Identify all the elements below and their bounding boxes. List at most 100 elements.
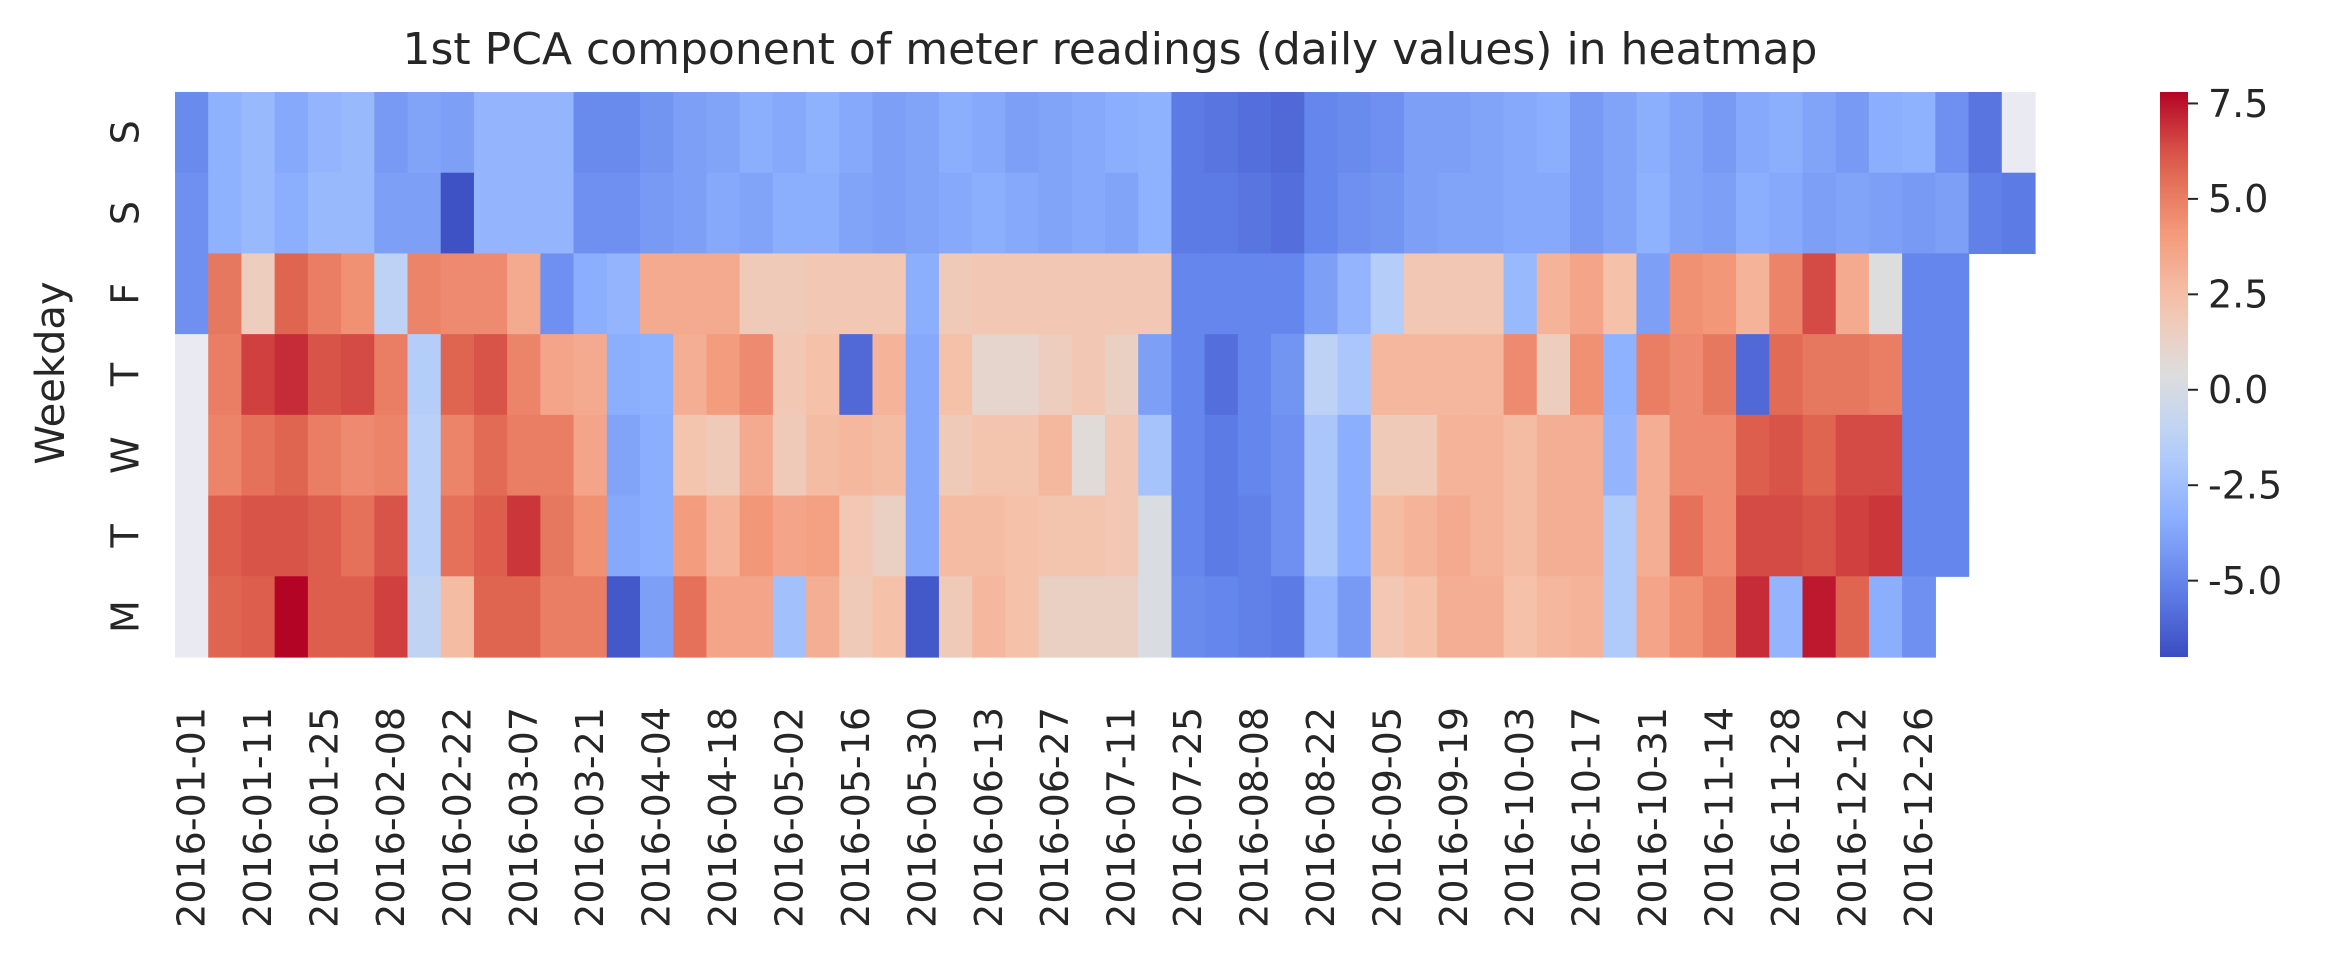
heatmap-cell: [573, 495, 608, 577]
heatmap-cell: [1304, 576, 1339, 658]
heatmap-cell: [175, 414, 209, 497]
heatmap-cell: [208, 92, 243, 174]
heatmap-cell: [1736, 495, 1770, 577]
heatmap-cell: [1071, 334, 1106, 416]
x-tick-label: 2016-05-30: [900, 707, 944, 928]
heatmap-cell: [706, 495, 741, 577]
heatmap-cell: [1736, 334, 1770, 416]
heatmap-cell: [1636, 92, 1671, 174]
heatmap-cell: [1736, 414, 1770, 497]
heatmap-cell: [440, 576, 475, 658]
heatmap-cell: [905, 576, 940, 658]
heatmap-cell: [1935, 253, 1970, 335]
heatmap-cell: [1702, 495, 1737, 577]
heatmap-cell: [1702, 253, 1737, 335]
heatmap-cell: [1403, 334, 1438, 416]
heatmap-cell: [1370, 92, 1405, 174]
heatmap-cell: [1403, 576, 1438, 658]
heatmap-cell: [307, 253, 342, 335]
heatmap-cell: [1835, 172, 1870, 255]
heatmap-cell: [573, 414, 608, 497]
heatmap-cell: [1968, 172, 2003, 255]
heatmap-cell: [806, 253, 840, 335]
heatmap-cell: [440, 495, 475, 577]
heatmap-cell: [175, 253, 209, 335]
x-tick-label: 2016-01-11: [236, 707, 280, 928]
heatmap-cell: [1902, 253, 1936, 335]
heatmap-cell: [507, 495, 541, 577]
heatmap-cell: [1802, 414, 1837, 497]
heatmap-cell: [241, 92, 276, 174]
heatmap-cell: [1437, 253, 1471, 335]
heatmap-cell: [1802, 576, 1837, 658]
colorbar: 7.5 5.0 2.5 0.0 -2.5 -5.0: [2160, 82, 2282, 657]
heatmap-cell: [540, 414, 575, 497]
heatmap-cell: [1702, 414, 1737, 497]
heatmap-cell: [573, 576, 608, 658]
heatmap-cell: [1769, 92, 1804, 174]
heatmap-cell: [540, 334, 575, 416]
heatmap-cell: [1304, 172, 1339, 255]
heatmap-cell: [1603, 172, 1638, 255]
chart-title: 1st PCA component of meter readings (dai…: [403, 24, 1818, 75]
x-tick-label: 2016-12-12: [1830, 707, 1874, 928]
heatmap-cell: [175, 334, 209, 416]
heatmap-cell: [1902, 576, 1936, 658]
heatmap-cell: [1503, 495, 1538, 577]
x-tick-label: 2016-12-26: [1897, 707, 1941, 928]
heatmap-cell: [1271, 172, 1305, 255]
heatmap-cell: [1171, 253, 1206, 335]
heatmap-cell: [507, 172, 541, 255]
heatmap-cell: [1470, 414, 1505, 497]
heatmap-cell: [739, 495, 774, 577]
heatmap-cell: [1902, 92, 1936, 174]
heatmap-cell: [1304, 334, 1339, 416]
heatmap-cell: [407, 92, 442, 174]
y-axis-label: Weekday: [28, 281, 74, 464]
heatmap-cell: [175, 495, 209, 577]
x-tick-label: 2016-07-25: [1166, 707, 1210, 928]
heatmap-cell: [1736, 253, 1770, 335]
heatmap-cell: [1868, 172, 1903, 255]
heatmap-cell: [640, 495, 674, 577]
heatmap-cell: [274, 334, 309, 416]
heatmap-cell: [839, 414, 874, 497]
heatmap-cell: [1204, 253, 1239, 335]
heatmap-cell: [772, 172, 807, 255]
heatmap-cell: [1736, 576, 1770, 658]
heatmap-cell: [1038, 334, 1073, 416]
heatmap-cell: [905, 253, 940, 335]
heatmap-cell: [473, 334, 508, 416]
heatmap-cell: [407, 414, 442, 497]
heatmap-cell: [1237, 92, 1272, 174]
x-tick-label: 2016-03-21: [568, 707, 612, 928]
heatmap-cell: [1437, 172, 1471, 255]
heatmap-cell: [640, 253, 674, 335]
heatmap-cell: [1669, 253, 1704, 335]
heatmap-cell: [1902, 172, 1936, 255]
heatmap-cell: [1503, 172, 1538, 255]
heatmap-cell: [1935, 414, 1970, 497]
heatmap-cell: [1403, 92, 1438, 174]
heatmap-cell: [1669, 92, 1704, 174]
heatmap-cell: [1603, 576, 1638, 658]
heatmap-cell: [208, 334, 243, 416]
heatmap-cell: [1005, 334, 1040, 416]
heatmap-cell: [407, 495, 442, 577]
heatmap-cell: [1736, 92, 1770, 174]
heatmap-cell: [2001, 172, 2036, 255]
heatmap-cell: [341, 576, 375, 658]
heatmap-cell: [972, 334, 1006, 416]
heatmap-cell: [1835, 414, 1870, 497]
heatmap-cell: [1603, 414, 1638, 497]
x-tick-label: 2016-01-01: [170, 707, 214, 928]
heatmap-cell: [274, 414, 309, 497]
heatmap-cell: [1204, 414, 1239, 497]
heatmap-cell: [1702, 334, 1737, 416]
heatmap-cell: [1470, 253, 1505, 335]
heatmap-cell: [341, 414, 375, 497]
x-tick-label: 2016-03-07: [502, 707, 546, 928]
heatmap-cell: [1536, 576, 1571, 658]
heatmap-cell: [1038, 92, 1073, 174]
